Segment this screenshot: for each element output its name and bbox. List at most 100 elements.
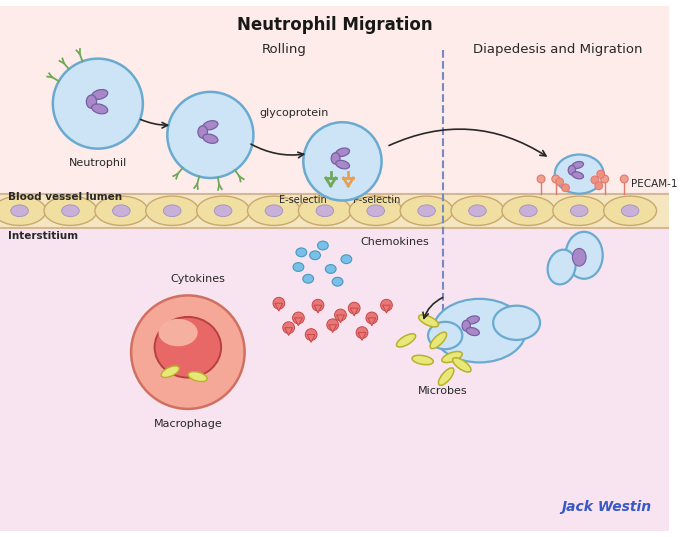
Ellipse shape — [113, 205, 130, 216]
Ellipse shape — [0, 196, 46, 226]
Ellipse shape — [146, 196, 198, 226]
Ellipse shape — [331, 153, 340, 164]
Ellipse shape — [203, 134, 218, 143]
Bar — [0, 194, 669, 228]
Polygon shape — [295, 318, 302, 326]
Ellipse shape — [11, 205, 28, 216]
Polygon shape — [350, 308, 358, 316]
Ellipse shape — [310, 251, 320, 260]
Circle shape — [601, 175, 609, 183]
Text: Blood vessel lumen: Blood vessel lumen — [8, 192, 122, 202]
Circle shape — [537, 175, 545, 183]
Ellipse shape — [466, 316, 479, 324]
Ellipse shape — [188, 372, 207, 382]
Ellipse shape — [418, 205, 436, 216]
Polygon shape — [307, 335, 315, 343]
Text: PECAM-1: PECAM-1 — [631, 179, 678, 189]
Ellipse shape — [430, 332, 447, 349]
Ellipse shape — [553, 196, 605, 226]
Text: Rolling: Rolling — [261, 43, 306, 56]
Ellipse shape — [555, 155, 604, 194]
Ellipse shape — [621, 205, 639, 216]
Circle shape — [552, 175, 560, 183]
Ellipse shape — [92, 90, 107, 99]
Ellipse shape — [572, 162, 583, 169]
Ellipse shape — [163, 205, 181, 216]
Ellipse shape — [265, 205, 282, 216]
Text: Macrophage: Macrophage — [153, 419, 222, 429]
Ellipse shape — [502, 196, 555, 226]
Ellipse shape — [248, 196, 300, 226]
Ellipse shape — [198, 126, 207, 138]
Ellipse shape — [400, 196, 453, 226]
Ellipse shape — [293, 263, 304, 271]
Ellipse shape — [433, 299, 526, 362]
Ellipse shape — [336, 148, 350, 156]
Ellipse shape — [520, 205, 537, 216]
Circle shape — [303, 122, 382, 200]
Polygon shape — [314, 305, 322, 313]
Ellipse shape — [428, 322, 462, 349]
Ellipse shape — [159, 319, 198, 346]
Ellipse shape — [336, 161, 350, 169]
Ellipse shape — [412, 355, 433, 365]
Circle shape — [591, 176, 598, 184]
Circle shape — [327, 319, 339, 331]
Ellipse shape — [341, 255, 352, 264]
Ellipse shape — [604, 196, 657, 226]
Bar — [326, 186, 336, 194]
Bar — [0, 228, 669, 531]
Circle shape — [595, 182, 603, 190]
Polygon shape — [382, 305, 391, 313]
Text: Neutrophil: Neutrophil — [68, 158, 127, 169]
Ellipse shape — [568, 165, 575, 175]
Text: P-selectin: P-selectin — [353, 194, 401, 205]
Circle shape — [131, 295, 245, 409]
Ellipse shape — [161, 366, 179, 378]
Ellipse shape — [62, 205, 79, 216]
Text: Jack Westin: Jack Westin — [562, 499, 652, 513]
Bar — [0, 6, 669, 194]
Ellipse shape — [350, 196, 402, 226]
Polygon shape — [285, 328, 293, 336]
Ellipse shape — [155, 317, 221, 378]
Text: Cytokines: Cytokines — [170, 274, 225, 284]
Ellipse shape — [438, 368, 454, 386]
Polygon shape — [275, 303, 282, 311]
Ellipse shape — [95, 196, 148, 226]
Polygon shape — [368, 318, 376, 326]
Polygon shape — [358, 332, 366, 340]
Circle shape — [293, 312, 304, 324]
Ellipse shape — [332, 277, 343, 286]
Ellipse shape — [566, 232, 603, 279]
Text: Neutrophil Migration: Neutrophil Migration — [237, 16, 432, 34]
Polygon shape — [337, 315, 345, 323]
Circle shape — [334, 309, 346, 321]
Ellipse shape — [548, 250, 576, 285]
Bar — [343, 186, 353, 194]
Ellipse shape — [451, 196, 504, 226]
Text: Chemokines: Chemokines — [360, 237, 429, 248]
Ellipse shape — [397, 334, 416, 347]
Circle shape — [168, 92, 253, 178]
Text: glycoprotein: glycoprotein — [259, 108, 328, 119]
Ellipse shape — [296, 248, 306, 257]
Ellipse shape — [298, 196, 352, 226]
Ellipse shape — [92, 104, 107, 114]
Ellipse shape — [367, 205, 384, 216]
Circle shape — [282, 322, 295, 333]
Ellipse shape — [462, 321, 471, 331]
Circle shape — [53, 59, 143, 149]
Ellipse shape — [469, 205, 486, 216]
Ellipse shape — [442, 352, 462, 362]
Circle shape — [366, 312, 378, 324]
Circle shape — [562, 184, 570, 192]
Ellipse shape — [44, 196, 97, 226]
Ellipse shape — [214, 205, 232, 216]
Ellipse shape — [493, 306, 540, 340]
Ellipse shape — [573, 249, 586, 266]
Circle shape — [312, 299, 324, 311]
Ellipse shape — [317, 241, 328, 250]
Circle shape — [597, 170, 605, 178]
Ellipse shape — [316, 205, 334, 216]
